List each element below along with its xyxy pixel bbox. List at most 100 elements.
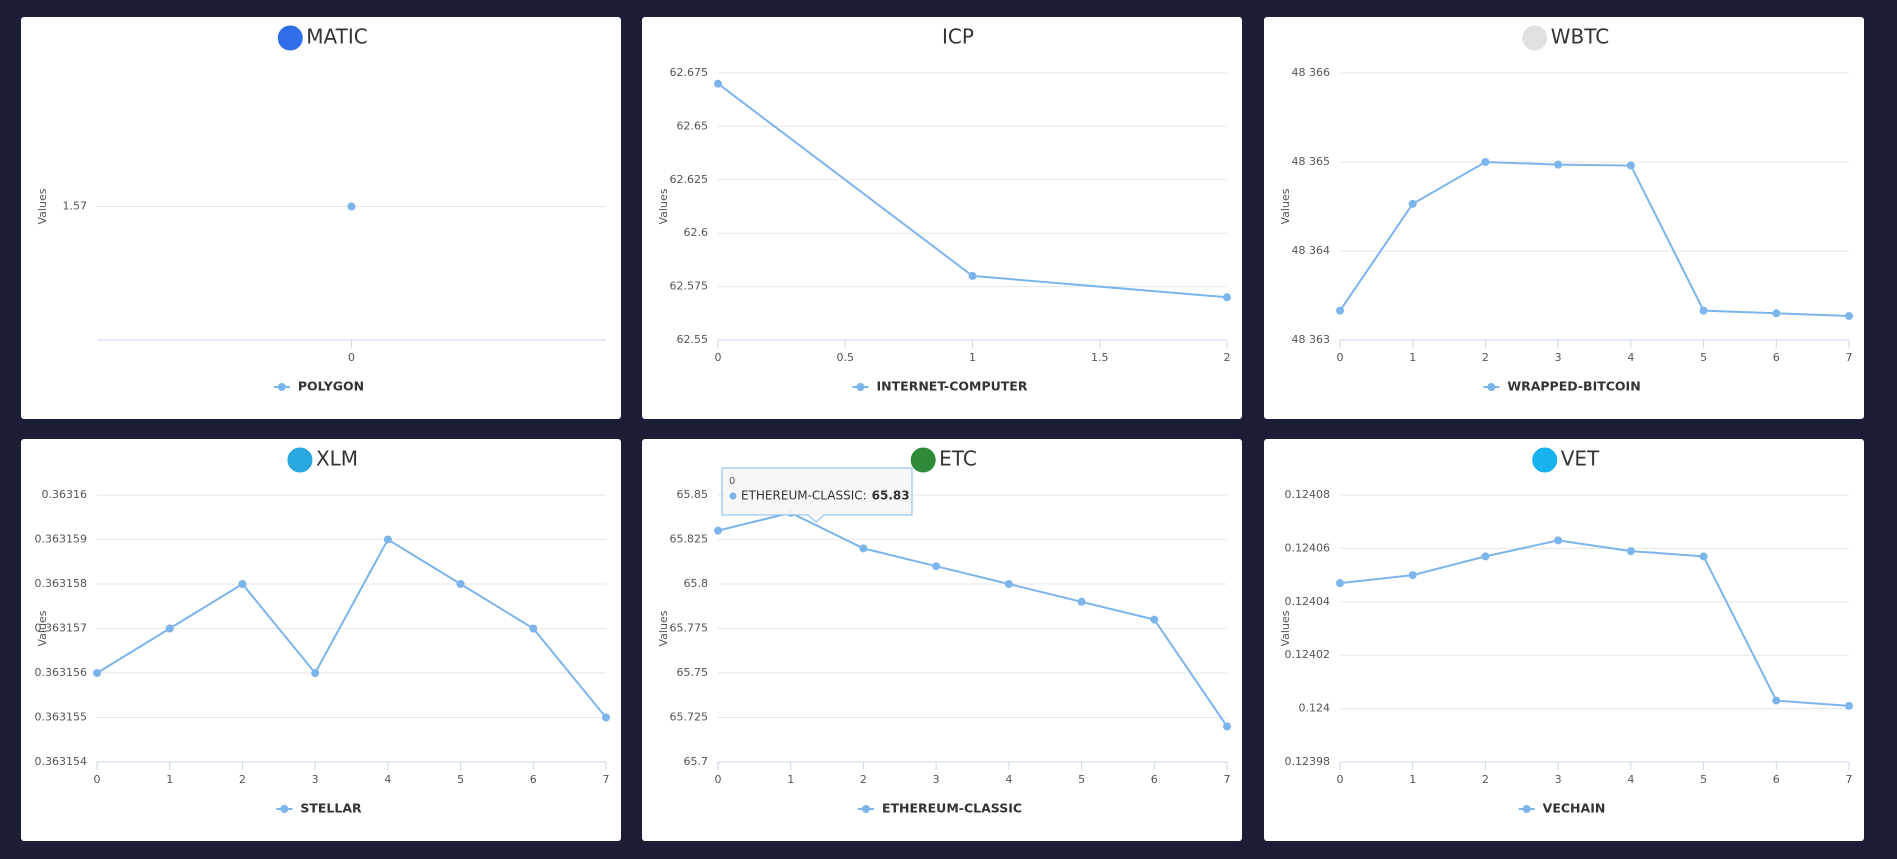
data-point [1336,306,1344,315]
x-tick-label: 0 [1337,351,1344,364]
data-point [1699,552,1708,561]
y-tick-label: 48 364 [1292,244,1331,257]
series-line [717,82,1228,299]
chart-title: WBTC [1551,25,1610,49]
data-point [1772,696,1781,705]
chart-card: ICP 62.55 62.575 62.6 62.625 62.65 62.675 0 0.5 1… [642,17,1242,419]
data-point [347,202,356,211]
y-axis-label: Values [657,188,670,224]
coin-icon [913,25,940,51]
y-tick-label: 65.725 [670,711,709,724]
coin-icon [1531,446,1559,474]
chart: MATIC 1.57 0 Values POLYGON [36,24,606,394]
data-point [1150,615,1159,624]
x-tick-label: 1.5 [1091,351,1109,364]
y-tick-label: 48 366 [1292,66,1331,79]
data-point [1845,311,1853,320]
chart-title: XLM [316,447,358,471]
x-tick-label: 7 [1846,773,1853,786]
x-tick-label: 2 [1224,351,1231,364]
x-tick-label: 7 [1224,773,1231,786]
x-tick-label: 2 [1482,351,1489,364]
y-tick-label: 1.57 [63,200,88,213]
y-tick-label: 0.363156 [35,666,88,679]
data-point [456,580,465,588]
data-point [1223,722,1231,731]
x-tick-label: 6 [1773,773,1780,786]
legend-label: INTERNET-COMPUTER [877,379,1028,394]
chart-title: ICP [942,25,974,49]
chart-card: WBTC 48 363 48 364 48 365 48 366 0 1 2 3 4 5 6 7 Valu… [1264,17,1864,419]
data-point [1626,161,1635,170]
y-tick-label: 48 363 [1292,333,1331,346]
data-point [1408,571,1417,580]
y-axis-label: Values [657,610,670,646]
x-tick-label: 7 [603,773,610,786]
x-tick-label: 0 [348,351,355,364]
y-tick-label: 62.6 [684,226,709,239]
y-tick-label: 0.124 [1299,702,1331,715]
data-point [859,544,868,553]
coin-icon [1521,24,1549,52]
chart-title: ETC [939,447,977,471]
chart-card: ETC 65.7 65.725 65.75 65.775 65.8 65.825 65.85 0… [642,439,1242,841]
data-point [1408,199,1417,208]
data-point [1554,160,1563,169]
x-tick-label: 7 [1846,351,1853,364]
y-tick-label: 62.575 [670,280,709,293]
x-tick-label: 0 [94,773,101,786]
y-tick-label: 0.363154 [35,755,88,768]
chart: XLM 0.363154 0.363155 0.363156 0.363157 0.363… [35,446,610,816]
y-tick-label: 65.75 [677,666,709,679]
data-point [1336,579,1344,588]
data-point [1223,293,1231,302]
x-tick-label: 3 [933,773,940,786]
y-tick-label: 65.8 [684,577,709,590]
y-tick-label: 0.363157 [35,622,88,635]
x-tick-label: 6 [530,773,537,786]
y-tick-label: 62.55 [677,333,709,346]
x-tick-label: 4 [384,773,391,786]
x-tick-label: 1 [1409,773,1416,786]
tooltip-marker [729,492,737,500]
x-tick-label: 2 [1482,773,1489,786]
x-tick-label: 2 [239,773,246,786]
data-point [238,580,247,588]
tooltip-title: 0 [729,476,735,487]
tooltip-series: ETHEREUM-CLASSIC: [741,489,867,503]
y-tick-label: 0.363159 [35,533,88,546]
data-point [1772,309,1781,318]
chart-title: MATIC [306,25,367,49]
series-line [1339,160,1850,317]
data-point [383,535,392,544]
legend-marker [277,383,286,391]
data-point [529,624,538,633]
chart-title: VET [1561,447,1600,471]
data-point [1699,306,1708,315]
legend-marker [856,383,865,391]
chart: ICP 62.55 62.575 62.6 62.625 62.65 62.675 0 0.5 1… [657,25,1231,394]
legend-marker [861,805,870,813]
y-axis-label: Values [36,188,49,224]
series-line [1339,539,1850,707]
legend-label: POLYGON [298,379,364,394]
coin-icon [286,446,314,474]
legend-marker [1487,383,1496,391]
data-point [714,79,722,88]
data-point [968,271,977,280]
data-point [1481,158,1490,166]
x-tick-label: 3 [1555,351,1562,364]
x-tick-label: 1 [787,773,794,786]
chart: VET 0.12398 0.124 0.12402 0.12404 0.12406 0.12… [1279,446,1853,816]
x-tick-label: 0 [715,351,722,364]
legend-label: VECHAIN [1543,801,1606,816]
x-tick-label: 0.5 [837,351,855,364]
data-point [165,624,174,633]
y-tick-label: 0.12406 [1285,541,1331,554]
coin-icon [909,446,937,474]
y-tick-label: 62.675 [670,66,709,79]
x-tick-label: 5 [457,773,464,786]
legend-marker [280,805,289,813]
x-tick-label: 3 [312,773,319,786]
x-tick-label: 4 [1627,773,1634,786]
